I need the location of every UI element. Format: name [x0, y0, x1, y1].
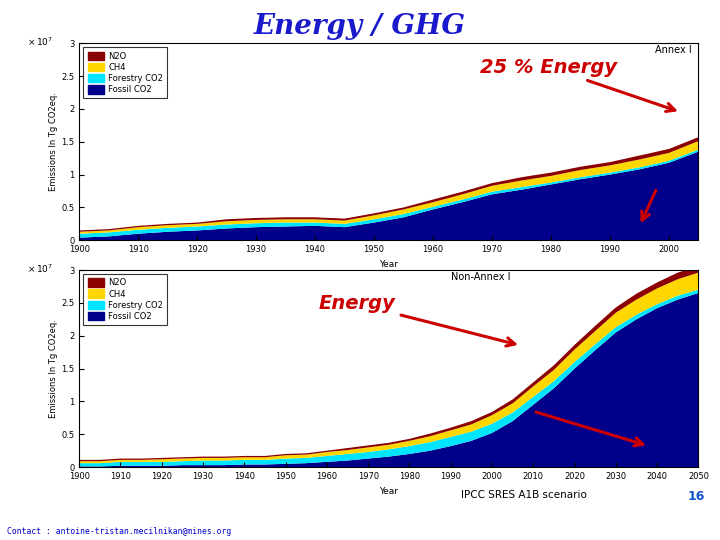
Text: 25 % Energy: 25 % Energy: [480, 58, 675, 111]
Text: $\times\,10^7$: $\times\,10^7$: [27, 35, 53, 48]
X-axis label: Year: Year: [379, 487, 398, 496]
Text: 16: 16: [688, 490, 705, 503]
Text: Energy / GHG: Energy / GHG: [254, 14, 466, 40]
Text: Contact : antoine-tristan.mecilnikan@mines.org: Contact : antoine-tristan.mecilnikan@min…: [7, 526, 231, 536]
Text: $\times\,10^7$: $\times\,10^7$: [27, 262, 53, 274]
Text: Non-Annex I: Non-Annex I: [451, 272, 510, 282]
Text: Annex I: Annex I: [655, 45, 692, 55]
Y-axis label: Emissions In Tg CO2eq.: Emissions In Tg CO2eq.: [50, 319, 58, 418]
X-axis label: Year: Year: [379, 260, 398, 269]
Legend: N2O, CH4, Forestry CO2, Fossil CO2: N2O, CH4, Forestry CO2, Fossil CO2: [84, 274, 168, 325]
Text: IPCC SRES A1B scenario: IPCC SRES A1B scenario: [461, 489, 587, 500]
Y-axis label: Emissions In Tg CO2eq.: Emissions In Tg CO2eq.: [50, 92, 58, 191]
Text: Energy: Energy: [319, 294, 515, 346]
Legend: N2O, CH4, Forestry CO2, Fossil CO2: N2O, CH4, Forestry CO2, Fossil CO2: [84, 48, 168, 98]
